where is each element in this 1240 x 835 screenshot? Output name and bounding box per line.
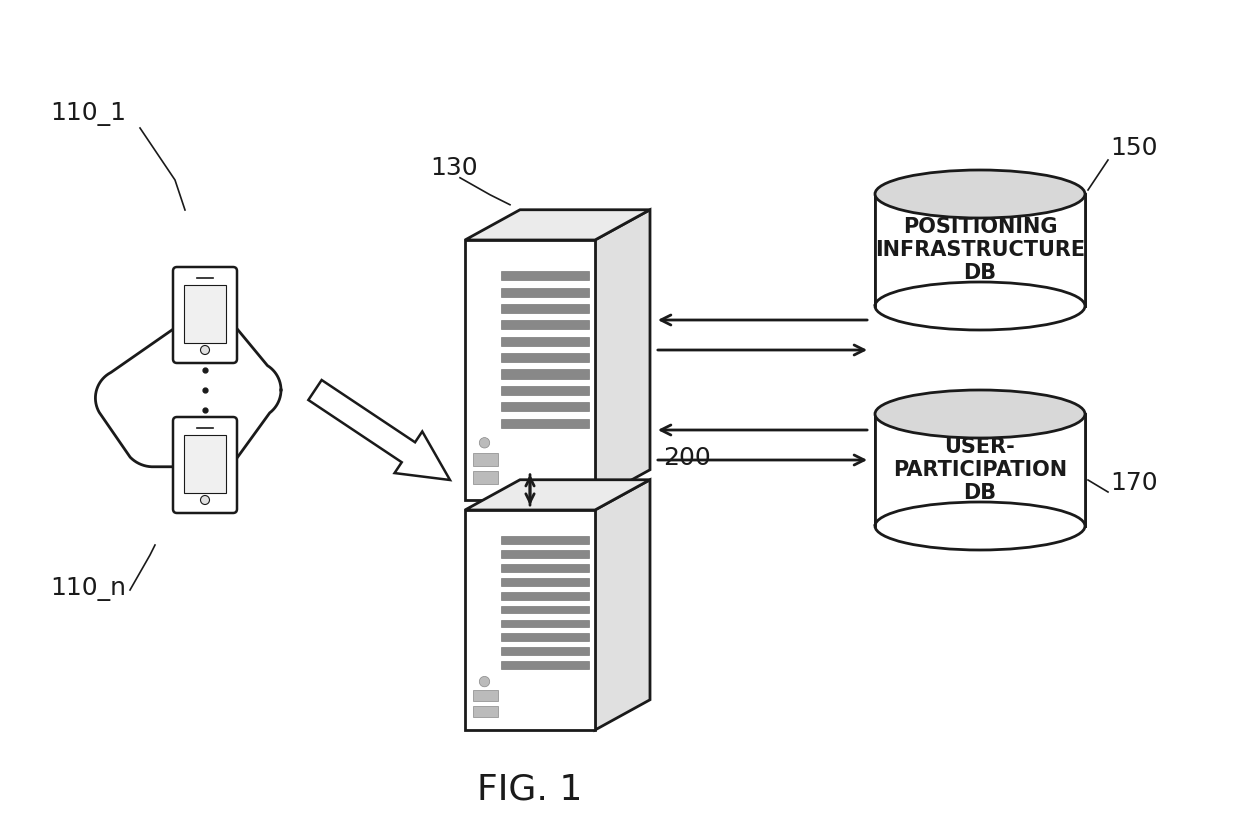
Text: POSITIONING
INFRASTRUCTURE
DB: POSITIONING INFRASTRUCTURE DB [875,217,1085,283]
Polygon shape [501,337,589,346]
Polygon shape [501,661,589,669]
Polygon shape [501,647,589,655]
Polygon shape [472,706,497,716]
Polygon shape [595,480,650,730]
Text: 170: 170 [1110,471,1158,495]
Polygon shape [472,691,497,701]
Polygon shape [501,536,589,544]
Polygon shape [501,605,589,614]
Polygon shape [465,210,650,240]
Circle shape [223,362,281,419]
FancyBboxPatch shape [174,267,237,363]
Ellipse shape [875,502,1085,550]
Polygon shape [465,240,595,500]
Ellipse shape [875,282,1085,330]
Text: 130: 130 [430,156,477,180]
Text: 200: 200 [663,446,711,470]
Polygon shape [501,271,589,281]
Polygon shape [501,418,589,428]
Circle shape [134,320,205,390]
Circle shape [480,676,490,687]
Polygon shape [595,210,650,500]
Polygon shape [184,285,226,343]
Text: USER-
PARTICIPATION
DB: USER- PARTICIPATION DB [893,437,1068,504]
Polygon shape [875,194,1085,306]
Polygon shape [184,435,226,493]
Polygon shape [472,453,497,466]
Text: 110_1: 110_1 [50,102,126,126]
Ellipse shape [875,390,1085,438]
Polygon shape [501,321,589,330]
Circle shape [171,311,248,388]
Text: 150: 150 [1110,136,1157,160]
Polygon shape [501,369,589,378]
Circle shape [191,367,268,444]
Circle shape [95,369,153,427]
Circle shape [201,346,210,355]
Text: 110_n: 110_n [50,577,126,601]
Circle shape [156,412,213,470]
Polygon shape [501,386,589,395]
Polygon shape [501,578,589,585]
FancyBboxPatch shape [174,417,237,513]
Polygon shape [501,304,589,313]
Ellipse shape [875,170,1085,218]
Polygon shape [501,634,589,641]
Polygon shape [875,414,1085,526]
Polygon shape [465,480,650,510]
Circle shape [480,438,490,448]
Polygon shape [465,510,595,730]
Text: FIG. 1: FIG. 1 [477,773,583,807]
Circle shape [185,402,249,467]
Polygon shape [501,402,589,412]
Circle shape [102,367,179,444]
Polygon shape [501,550,589,558]
Polygon shape [501,564,589,572]
Polygon shape [501,353,589,362]
Circle shape [122,402,185,467]
Polygon shape [501,620,589,627]
Polygon shape [501,287,589,296]
Circle shape [201,495,210,504]
Polygon shape [472,472,497,484]
Polygon shape [309,380,450,480]
Polygon shape [501,592,589,600]
Circle shape [134,331,236,433]
